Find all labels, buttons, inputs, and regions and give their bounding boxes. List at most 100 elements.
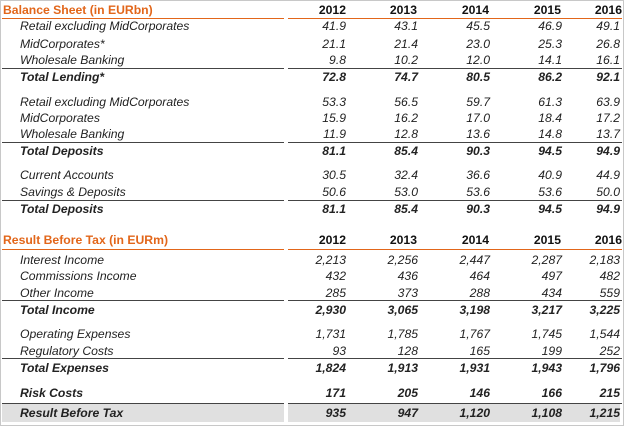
- cell-value: 2,447: [459, 253, 491, 267]
- cell-value: 482: [599, 269, 620, 283]
- table-row: Current Accounts 30.5 32.4 36.6 40.9 44.…: [0, 167, 624, 183]
- table-row: MidCorporates 15.9 16.2 17.0 18.4 17.2: [0, 110, 624, 126]
- cell-value: 45.5: [466, 19, 490, 33]
- total-separator: [288, 300, 622, 301]
- cell-value: 3,225: [589, 303, 621, 317]
- cell-value: 92.1: [596, 70, 620, 84]
- cell-value: 1,796: [589, 361, 621, 375]
- cell-value: 205: [397, 386, 418, 400]
- year-header: 2014: [461, 3, 489, 17]
- row-label: Result Before Tax: [20, 406, 124, 420]
- cell-value: 464: [469, 269, 490, 283]
- cell-value: 559: [599, 286, 620, 300]
- cell-value: 1,913: [387, 361, 419, 375]
- cell-value: 12.0: [466, 53, 490, 67]
- year-header: 2014: [461, 233, 489, 247]
- cell-value: 2,213: [315, 253, 347, 267]
- cell-value: 436: [397, 269, 418, 283]
- cell-value: 3,065: [387, 303, 419, 317]
- table-row: Other Income 285 373 288 434 559: [0, 285, 624, 301]
- cell-value: 2,287: [531, 253, 563, 267]
- row-label: Total Deposits: [20, 202, 104, 216]
- result-row-shade: [2, 404, 284, 422]
- result-values-shade: [288, 404, 620, 422]
- total-row: Total Lending* 72.8 74.7 80.5 86.2 92.1: [0, 69, 624, 85]
- cell-value: 171: [325, 386, 346, 400]
- cell-value: 13.6: [466, 127, 490, 141]
- cell-value: 81.1: [322, 144, 346, 158]
- year-header: 2013: [389, 233, 417, 247]
- row-label: Total Deposits: [20, 144, 104, 158]
- cell-value: 90.3: [466, 202, 490, 216]
- cell-value: 199: [541, 344, 562, 358]
- row-label: Total Expenses: [20, 361, 109, 375]
- cell-value: 53.6: [466, 185, 490, 199]
- row-label: Savings & Deposits: [20, 185, 126, 199]
- table-row: Wholesale Banking 11.9 12.8 13.6 14.8 13…: [0, 126, 624, 142]
- year-header: 2012: [318, 233, 346, 247]
- total-row: Total Deposits 81.1 85.4 90.3 94.5 94.9: [0, 201, 624, 217]
- result-before-tax-row: Result Before Tax 935 947 1,120 1,108 1,…: [0, 405, 624, 421]
- row-label: Current Accounts: [20, 168, 114, 182]
- cell-value: 94.9: [596, 144, 620, 158]
- cell-value: 3,217: [531, 303, 563, 317]
- cell-value: 74.7: [394, 70, 418, 84]
- total-separator: [288, 68, 622, 69]
- cell-value: 1,943: [531, 361, 563, 375]
- total-separator: [288, 142, 622, 143]
- row-label: Total Income: [20, 303, 95, 317]
- cell-value: 434: [541, 286, 562, 300]
- cell-value: 21.1: [322, 37, 346, 51]
- row-label: Other Income: [20, 286, 94, 300]
- cell-value: 59.7: [466, 95, 490, 109]
- table-row: Operating Expenses 1,731 1,785 1,767 1,7…: [0, 326, 624, 342]
- cell-value: 215: [599, 386, 620, 400]
- cell-value: 17.2: [596, 111, 620, 125]
- row-label: Commissions Income: [20, 269, 137, 283]
- cell-value: 21.4: [394, 37, 418, 51]
- cell-value: 94.5: [538, 202, 562, 216]
- row-label: Retail excluding MidCorporates: [20, 95, 190, 109]
- cell-value: 36.6: [466, 168, 490, 182]
- cell-value: 1,215: [589, 406, 621, 420]
- cell-value: 1,120: [459, 406, 491, 420]
- cell-value: 165: [469, 344, 490, 358]
- cell-value: 26.8: [596, 37, 620, 51]
- cell-value: 10.2: [394, 53, 418, 67]
- total-separator: [2, 358, 284, 359]
- row-label: Interest Income: [20, 253, 104, 267]
- cell-value: 12.8: [394, 127, 418, 141]
- total-row: Total Deposits 81.1 85.4 90.3 94.5 94.9: [0, 143, 624, 159]
- cell-value: 15.9: [322, 111, 346, 125]
- year-header: 2016: [594, 3, 622, 17]
- total-separator: [288, 200, 622, 201]
- year-header: 2012: [318, 3, 346, 17]
- cell-value: 32.4: [394, 168, 418, 182]
- row-label: Wholesale Banking: [20, 53, 125, 67]
- total-row: Total Income 2,930 3,065 3,198 3,217 3,2…: [0, 302, 624, 318]
- cell-value: 1,745: [531, 327, 563, 341]
- cell-value: 50.6: [322, 185, 346, 199]
- row-label: Total Lending*: [20, 70, 105, 84]
- cell-value: 61.3: [538, 95, 562, 109]
- cell-value: 63.9: [596, 95, 620, 109]
- total-separator: [2, 68, 284, 69]
- row-label: Risk Costs: [20, 386, 83, 400]
- cell-value: 2,256: [387, 253, 419, 267]
- cell-value: 53.0: [394, 185, 418, 199]
- cell-value: 2,183: [589, 253, 621, 267]
- cell-value: 935: [325, 406, 346, 420]
- result-separator: [2, 403, 284, 404]
- cell-value: 1,731: [315, 327, 347, 341]
- cell-value: 252: [599, 344, 620, 358]
- cell-value: 85.4: [394, 202, 418, 216]
- cell-value: 49.1: [596, 19, 620, 33]
- total-separator: [2, 142, 284, 143]
- cell-value: 128: [397, 344, 418, 358]
- cell-value: 53.6: [538, 185, 562, 199]
- cell-value: 93: [332, 344, 346, 358]
- cell-value: 146: [469, 386, 490, 400]
- cell-value: 46.9: [538, 19, 562, 33]
- cell-value: 14.8: [538, 127, 562, 141]
- table-row: Savings & Deposits 50.6 53.0 53.6 53.6 5…: [0, 184, 624, 200]
